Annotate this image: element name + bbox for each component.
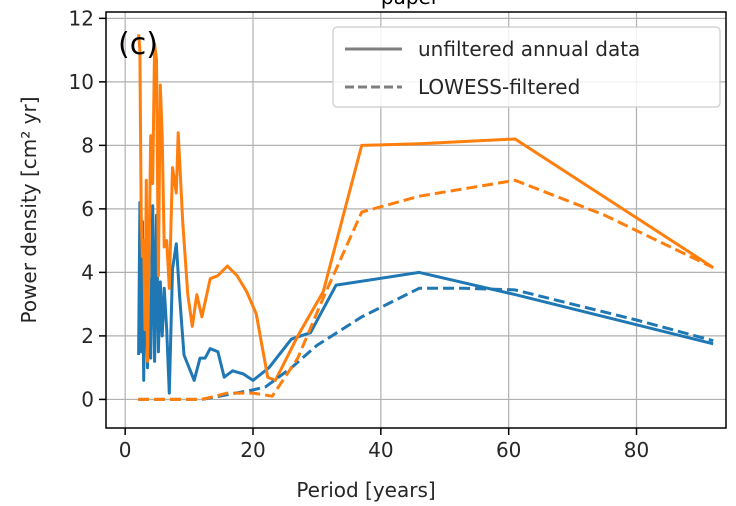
x-tick-label: 20: [240, 438, 265, 462]
legend-entry-unfiltered: unfiltered annual data: [418, 37, 640, 61]
x-tick-label: 60: [496, 438, 521, 462]
legend-entry-lowess: LOWESS-filtered: [418, 75, 580, 99]
series-line-orange-solid: [137, 34, 715, 382]
x-tick-label: 80: [624, 438, 649, 462]
y-tick-label: 2: [81, 324, 94, 348]
x-tick-label: 40: [368, 438, 393, 462]
series-group: [137, 34, 715, 401]
x-axis-label: Period [years]: [296, 478, 435, 502]
panel-label: (c): [118, 27, 158, 62]
legend: unfiltered annual data LOWESS-filtered: [332, 26, 721, 108]
y-tick-label: 6: [81, 197, 94, 221]
x-tick-label: 0: [119, 438, 132, 462]
chart-title: paper: [381, 0, 440, 9]
axis-ticks: 0 20 40 60 80 0 2 4 6 8 10 12: [69, 6, 650, 462]
y-axis-label: Power density [cm² yr]: [17, 96, 41, 323]
y-tick-label: 10: [69, 70, 94, 94]
plot-frame: [105, 11, 727, 429]
y-tick-label: 4: [81, 260, 94, 284]
series-line-blue-dashed: [138, 286, 714, 401]
series-line-orange-dashed: [138, 178, 714, 401]
y-tick-label: 8: [81, 133, 94, 157]
y-tick-label: 0: [81, 387, 94, 411]
y-tick-label: 12: [69, 6, 94, 30]
series-line-blue-solid: [137, 201, 714, 395]
legend-box: [332, 26, 721, 108]
